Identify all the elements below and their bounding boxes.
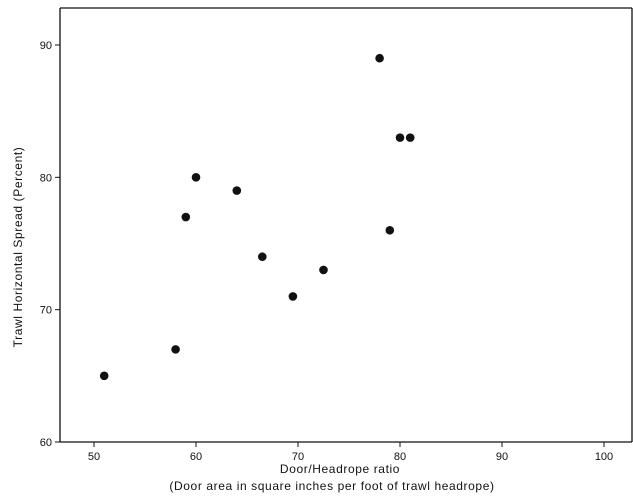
data-point [385,225,395,235]
x-axis-title: Door/Headrope ratio [280,462,400,476]
data-point [395,133,405,142]
data-point [181,212,191,222]
y-tick-label: 60 [40,437,52,449]
x-tick-label: 60 [190,451,202,463]
y-axis-title: Trawl Horizontal Spread (Percent) [11,147,25,348]
ticks: 50 60 70 80 90 100 60 70 80 90 [40,40,613,463]
data-point [171,345,180,354]
x-tick-label: 70 [292,451,304,463]
y-tick-label: 70 [40,305,52,317]
y-tick-label: 80 [40,172,52,184]
x-tick-label: 90 [496,451,508,463]
data-point [99,371,109,381]
data-point [319,265,328,275]
data-point [191,173,201,182]
data-point [375,53,384,63]
data-point [258,252,267,262]
data-point [405,133,415,142]
data-points [99,53,415,381]
data-point [288,292,298,301]
data-point [232,186,242,195]
x-tick-label: 100 [595,451,613,463]
y-tick-label: 90 [40,40,52,52]
x-tick-label: 50 [88,451,100,463]
x-axis-subtitle: (Door area in square inches per foot of … [169,479,494,493]
x-tick-label: 80 [394,451,406,463]
axes [59,7,633,443]
